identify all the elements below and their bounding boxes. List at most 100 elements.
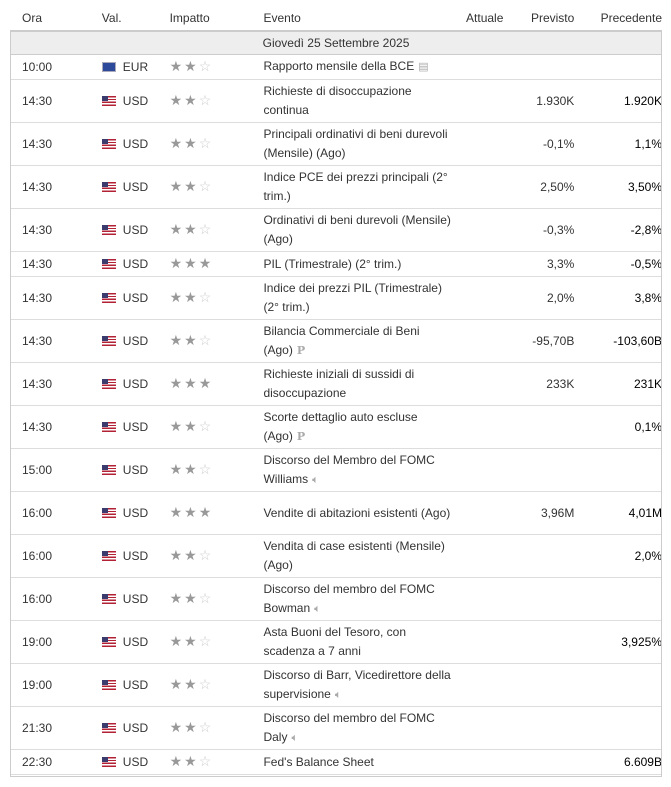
actual-value — [451, 448, 504, 492]
event-row[interactable]: 14:30 USD ★ ★ ★ PIL (Trimestrale) (2° trim… — [10, 251, 662, 277]
event-row[interactable]: 14:30 USD ★ ★ ☆ Indice dei prezzi PIL (Tri… — [10, 276, 662, 320]
impact-stars: ★ ★ ☆ — [169, 122, 264, 166]
event-row[interactable]: 14:30 USD ★ ★ ☆ Richieste di disoccupazion… — [10, 79, 662, 123]
event-name[interactable]: Discorso del membro del FOMC Bowman — [263, 581, 435, 615]
star-filled-icon: ★ — [169, 255, 183, 271]
event-row[interactable]: 15:00 USD ★ ★ ☆ Discorso del Membro del FO… — [10, 448, 662, 492]
event-name[interactable]: Vendite di abitazioni esistenti (Ago) — [263, 505, 451, 520]
actual-value — [451, 79, 504, 123]
currency: USD — [122, 505, 149, 520]
speaker-icon[interactable]: 🔈︎ — [314, 602, 321, 615]
star-empty-icon: ☆ — [198, 58, 212, 74]
event-row[interactable]: 21:30 USD ★ ★ ☆ Discorso del membro del FO… — [10, 706, 662, 750]
impact-stars: ★ ★ ☆ — [169, 534, 264, 578]
event-name[interactable]: Discorso di Barr, Vicedirettore della su… — [263, 667, 451, 701]
table-header: Ora Val. Impatto Evento Attuale Previsto… — [10, 6, 662, 32]
event-row[interactable]: 19:00 USD ★ ★ ☆ Discorso di Barr, Vicedire… — [10, 663, 662, 707]
previous-value: 4,01M — [574, 491, 662, 535]
event-name[interactable]: Richieste iniziali di sussidi di disoccu… — [263, 367, 415, 400]
currency: USD — [122, 677, 149, 692]
previous-value: 3,8% — [574, 276, 662, 320]
speaker-icon[interactable]: 🔈︎ — [334, 688, 342, 701]
star-filled-icon: ★ — [184, 178, 197, 194]
impact-stars: ★ ★ ☆ — [169, 577, 264, 621]
speaker-icon[interactable]: 🔈︎ — [291, 731, 299, 744]
forecast-value: 2,0% — [503, 276, 575, 320]
star-empty-icon: ☆ — [198, 418, 212, 434]
event-row[interactable]: 14:30 USD ★ ★ ☆ Ordinativi di beni durevol… — [10, 208, 662, 252]
us-flag-icon — [101, 550, 116, 561]
event-row[interactable]: 14:30 USD ★ ★ ☆ Principali ordinativi di b… — [10, 122, 662, 166]
currency: USD — [122, 462, 149, 477]
star-empty-icon: ☆ — [198, 92, 212, 108]
impact-stars: ★ ★ ☆ — [169, 208, 264, 252]
star-empty-icon: ☆ — [198, 633, 212, 649]
eu-flag-icon — [101, 61, 116, 72]
actual-value — [451, 663, 504, 707]
actual-value — [451, 362, 504, 406]
event-name[interactable]: Discorso del Membro del FOMC Williams — [263, 452, 435, 486]
impact-stars: ★ ★ ☆ — [169, 276, 264, 320]
star-filled-icon: ★ — [169, 418, 183, 434]
event-row[interactable]: 22:30 USD ★ ★ ☆ Fed's Balance Sheet 6.609B — [10, 749, 662, 775]
event-row[interactable]: 16:00 USD ★ ★ ★ Vendite di abitazioni esis… — [10, 491, 662, 535]
forecast-value — [503, 54, 575, 80]
event-time: 14:30 — [10, 79, 102, 123]
report-icon[interactable]: ▤ — [418, 61, 429, 73]
star-filled-icon: ★ — [169, 289, 183, 305]
star-filled-icon: ★ — [184, 461, 197, 477]
event-name[interactable]: PIL (Trimestrale) (2° trim.) — [263, 256, 402, 271]
event-row[interactable]: 19:00 USD ★ ★ ☆ Asta Buoni del Tesoro, con… — [10, 620, 662, 664]
event-time: 14:30 — [10, 405, 102, 449]
star-filled-icon: ★ — [184, 753, 197, 769]
event-name[interactable]: Bilancia Commerciale di Beni (Ago) — [263, 324, 420, 357]
event-row[interactable]: 14:30 USD ★ ★ ★ Richieste iniziali di suss… — [10, 362, 662, 406]
star-filled-icon: ★ — [184, 504, 197, 520]
currency: USD — [122, 136, 149, 151]
star-filled-icon: ★ — [169, 719, 183, 735]
star-filled-icon: ★ — [169, 375, 183, 391]
previous-value — [574, 448, 662, 492]
event-name[interactable]: Rapporto mensile della BCE — [263, 59, 415, 73]
star-filled-icon: ★ — [198, 255, 212, 271]
us-flag-icon — [101, 138, 116, 149]
forecast-value — [503, 577, 575, 621]
event-row[interactable]: 14:30 USD ★ ★ ☆ Scorte dettaglio auto escl… — [10, 405, 662, 449]
event-row[interactable]: 10:00 EUR ★ ★ ☆ Rapporto mensile della BCE… — [10, 54, 662, 80]
star-filled-icon: ★ — [169, 461, 183, 477]
star-empty-icon: ☆ — [198, 676, 212, 692]
event-row[interactable]: 14:30 USD ★ ★ ☆ Bilancia Commerciale di Be… — [10, 319, 662, 363]
forecast-value: 3,96M — [503, 491, 575, 535]
actual-value — [451, 276, 504, 320]
event-name[interactable]: Asta Buoni del Tesoro, con scadenza a 7 … — [263, 625, 407, 658]
impact-stars: ★ ★ ★ — [169, 491, 264, 535]
event-name[interactable]: Indice dei prezzi PIL (Trimestrale) (2° … — [263, 281, 442, 314]
forecast-value — [503, 534, 575, 578]
event-row[interactable]: 14:30 USD ★ ★ ☆ Indice PCE dei prezzi prin… — [10, 165, 662, 209]
star-filled-icon: ★ — [169, 135, 183, 151]
event-name[interactable]: Richieste di disoccupazione continua — [263, 84, 412, 117]
event-name[interactable]: Vendita di case esistenti (Mensile) (Ago… — [263, 539, 445, 572]
event-name[interactable]: Scorte dettaglio auto escluse (Ago) — [263, 410, 418, 443]
star-filled-icon: ★ — [184, 418, 197, 434]
previous-value: -0,5% — [574, 251, 662, 277]
star-empty-icon: ☆ — [198, 178, 212, 194]
event-name[interactable]: Ordinativi di beni durevoli (Mensile) (A… — [263, 213, 451, 246]
speaker-icon[interactable]: 🔈︎ — [312, 473, 319, 486]
date-row: Giovedì 25 Settembre 2025 — [10, 30, 662, 55]
star-filled-icon: ★ — [169, 590, 183, 606]
event-name[interactable]: Discorso del membro del FOMC Daly — [263, 710, 435, 744]
event-name[interactable]: Indice PCE dei prezzi principali (2° tri… — [263, 170, 448, 203]
currency: USD — [122, 720, 149, 735]
event-row[interactable]: 16:00 USD ★ ★ ☆ Vendita di case esistenti … — [10, 534, 662, 578]
event-row[interactable]: 16:00 USD ★ ★ ☆ Discorso del membro del FO… — [10, 577, 662, 621]
event-name[interactable]: Principali ordinativi di beni durevoli (… — [263, 127, 448, 160]
currency: USD — [122, 548, 149, 563]
header-impatto: Impatto — [169, 6, 264, 32]
actual-value — [451, 165, 504, 209]
currency: USD — [122, 754, 149, 769]
event-name[interactable]: Fed's Balance Sheet — [263, 754, 374, 769]
star-filled-icon: ★ — [184, 590, 197, 606]
event-time: 16:00 — [10, 577, 102, 621]
forecast-value: 233K — [503, 362, 575, 406]
